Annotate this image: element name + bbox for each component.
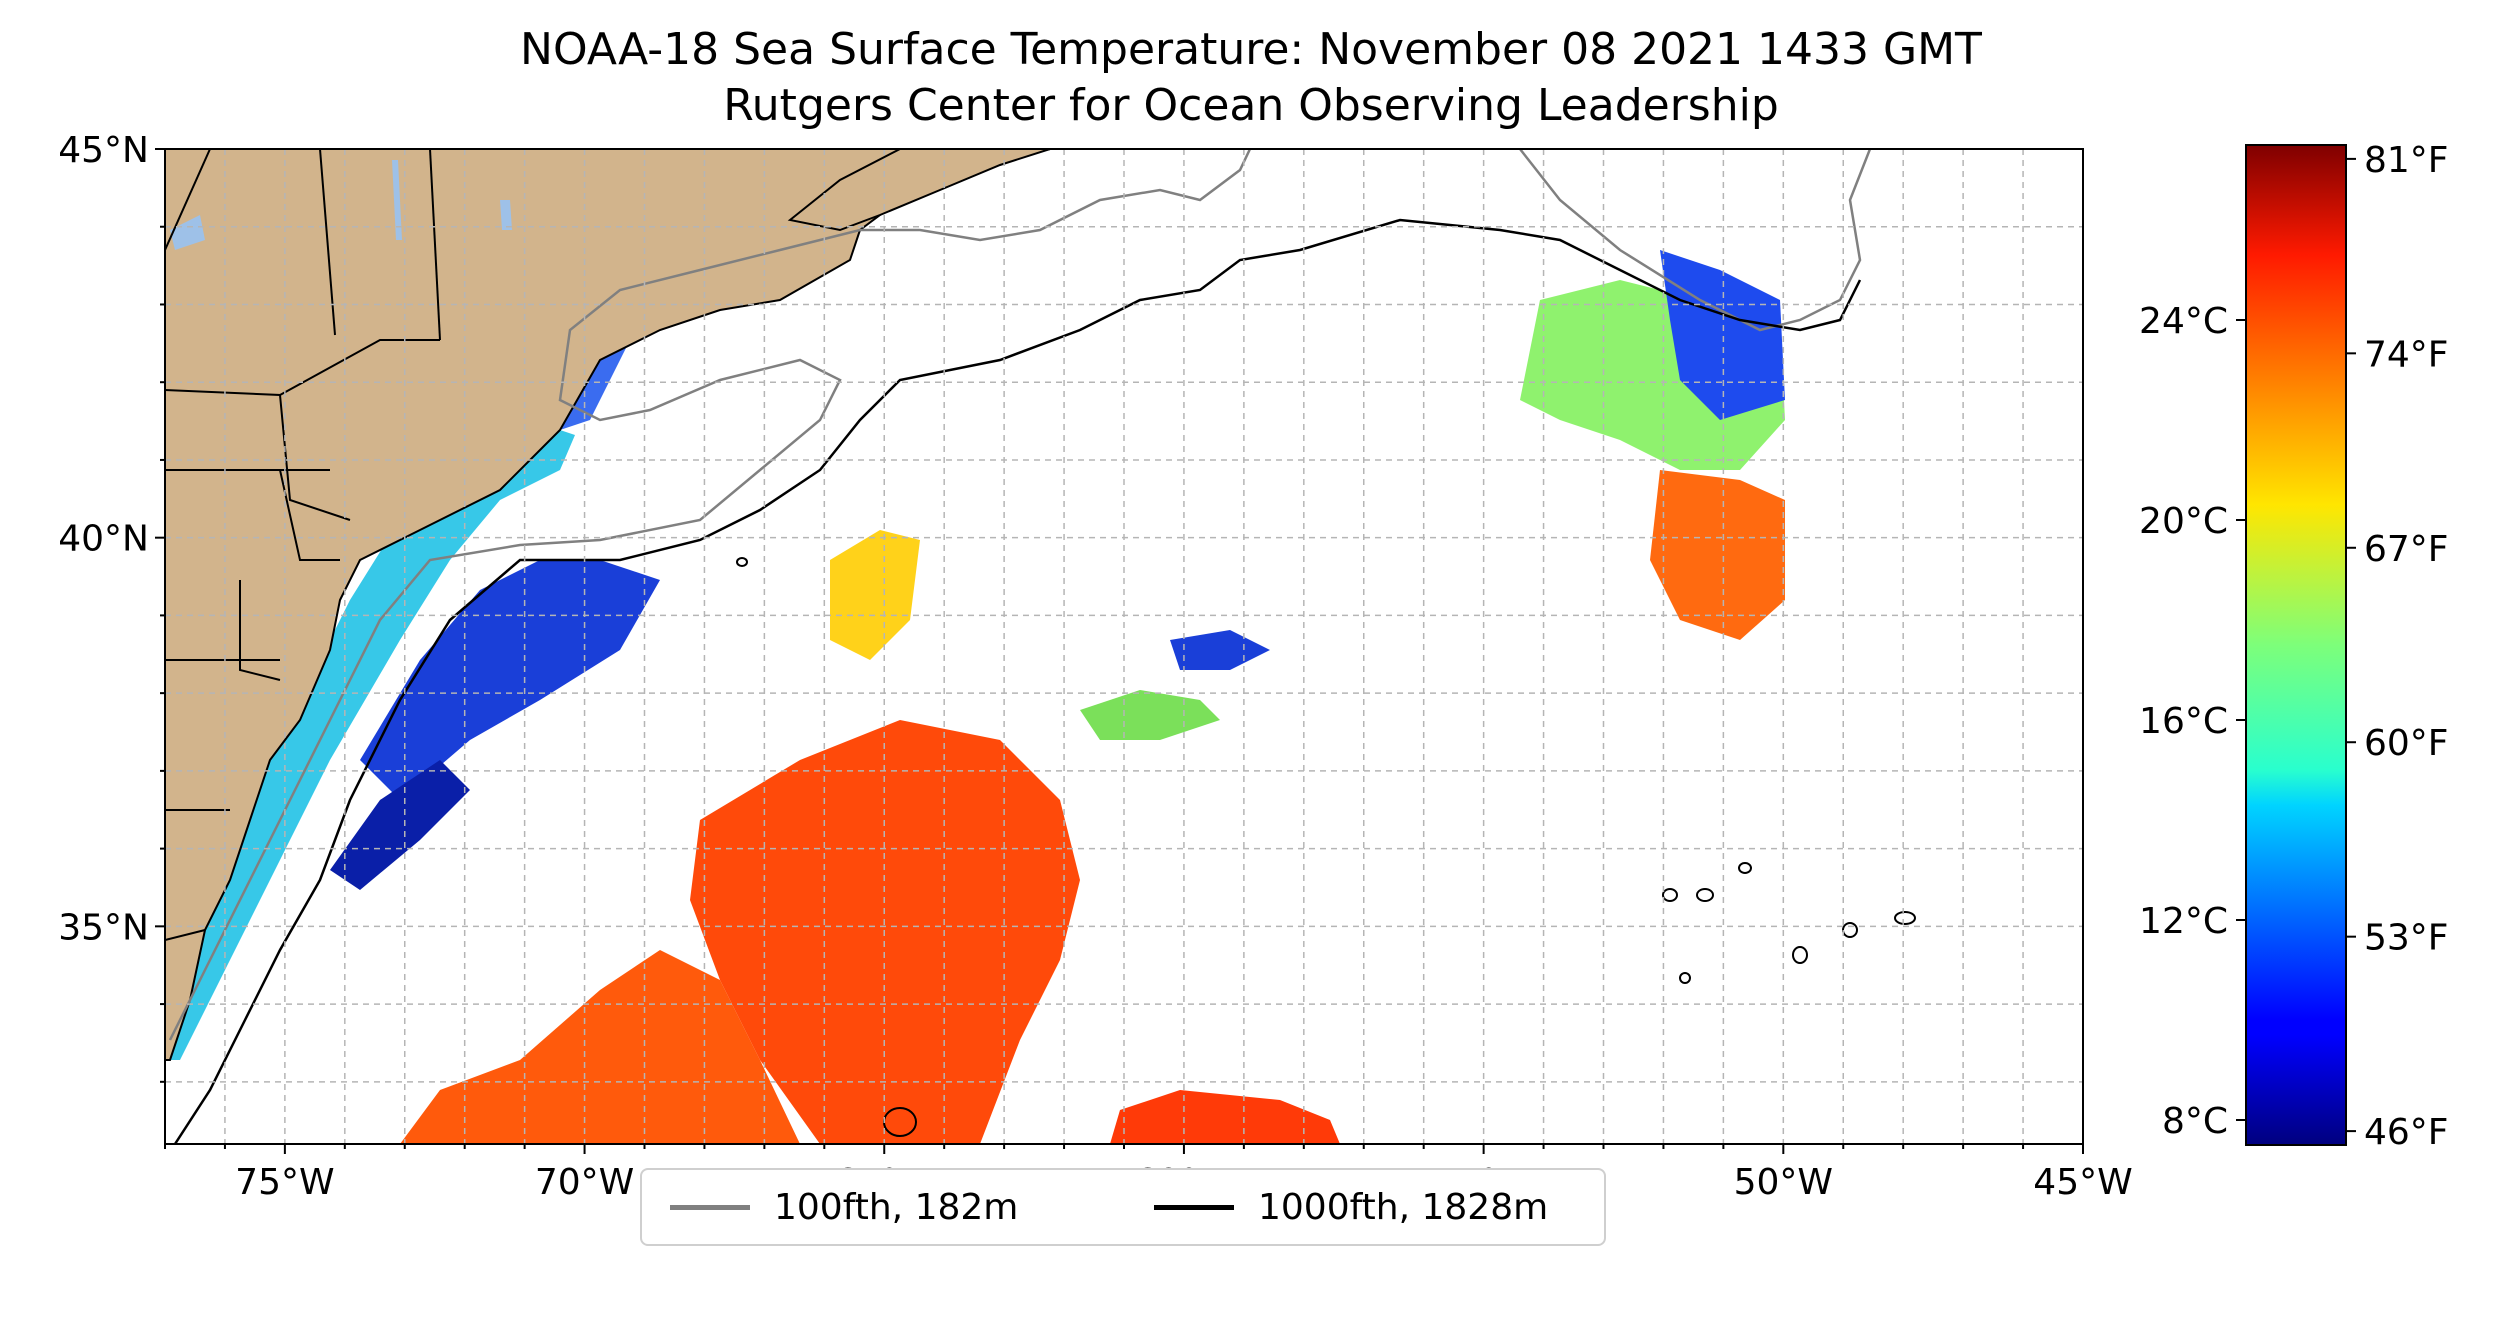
fahrenheit-tick-label: 53°F (2364, 918, 2449, 959)
sst-swath-gulfstream-b (400, 950, 800, 1144)
lon-tick-label: 75°W (235, 1162, 334, 1203)
fahrenheit-tick-label: 46°F (2364, 1112, 2449, 1153)
celsius-tick-label: 20°C (2139, 501, 2228, 542)
sst-swath-mid-bits-blue (1170, 630, 1270, 670)
legend: 100fth, 182m 1000fth, 1828m (640, 1168, 1606, 1246)
legend-swatch-1000fth (1154, 1204, 1234, 1210)
latitude-axis: 45°N 40°N 35°N (58, 130, 165, 1083)
celsius-tick-label: 12°C (2139, 901, 2228, 942)
sst-swath-warm-patch (830, 530, 920, 660)
lakes (170, 160, 512, 250)
lon-tick-label: 50°W (1734, 1162, 1833, 1203)
celsius-tick-label: 16°C (2139, 701, 2228, 742)
legend-label-100fth: 100fth, 182m (774, 1186, 1019, 1228)
legend-swatch-100fth (670, 1204, 750, 1210)
map-layer (165, 149, 2083, 1144)
legend-item-1000fth: 1000fth, 1828m (1154, 1170, 1548, 1244)
land-nova-scotia (787, 149, 1051, 232)
fahrenheit-tick-label: 74°F (2364, 334, 2449, 375)
lon-tick-label: 45°W (2033, 1162, 2132, 1203)
sst-swath-shelf-break (360, 560, 660, 800)
gridlines (165, 149, 2083, 1144)
legend-label-1000fth: 1000fth, 1828m (1258, 1186, 1549, 1228)
colorbar-fahrenheit-axis: 81°F 74°F 67°F 60°F 53°F 46°F (2346, 140, 2449, 1153)
fahrenheit-tick-label: 67°F (2364, 529, 2449, 570)
sst-swath-gulfstream-c (1110, 1090, 1340, 1144)
land-us-east-coast (165, 149, 1051, 1061)
lat-tick-label: 40°N (58, 519, 149, 560)
lake-champlain (392, 160, 402, 240)
colorbar-celsius-axis: 24°C 20°C 16°C 12°C 8°C (2139, 301, 2246, 1142)
fahrenheit-tick-label: 60°F (2364, 723, 2449, 764)
chart-subtitle: Rutgers Center for Ocean Observing Leade… (723, 80, 1779, 131)
colorbar-frame (2245, 144, 2347, 1146)
sst-swath-coastal-shelf (165, 420, 575, 1060)
lon-tick-label: 70°W (535, 1162, 634, 1203)
lake-small (500, 200, 512, 230)
sst-swath-slope-dark (330, 760, 470, 890)
colorbar (2246, 145, 2346, 1145)
chart-title: NOAA-18 Sea Surface Temperature: Novembe… (520, 24, 1982, 75)
land (165, 149, 1051, 1061)
lat-tick-label: 45°N (58, 130, 149, 171)
legend-item-100fth: 100fth, 182m (670, 1170, 1018, 1244)
lake-west (170, 215, 205, 250)
sst-swath-north-east-c (1650, 470, 1785, 640)
sst-swath-north-east-b (1660, 250, 1785, 420)
celsius-tick-label: 8°C (2162, 1101, 2228, 1142)
sst-swath-mid-bits (1080, 690, 1220, 740)
celsius-tick-label: 24°C (2139, 301, 2228, 342)
lat-tick-label: 35°N (58, 907, 149, 948)
isobath-100fth (168, 149, 1252, 1041)
isobath-100fth-east (1519, 149, 1872, 332)
fahrenheit-tick-label: 81°F (2364, 140, 2449, 181)
